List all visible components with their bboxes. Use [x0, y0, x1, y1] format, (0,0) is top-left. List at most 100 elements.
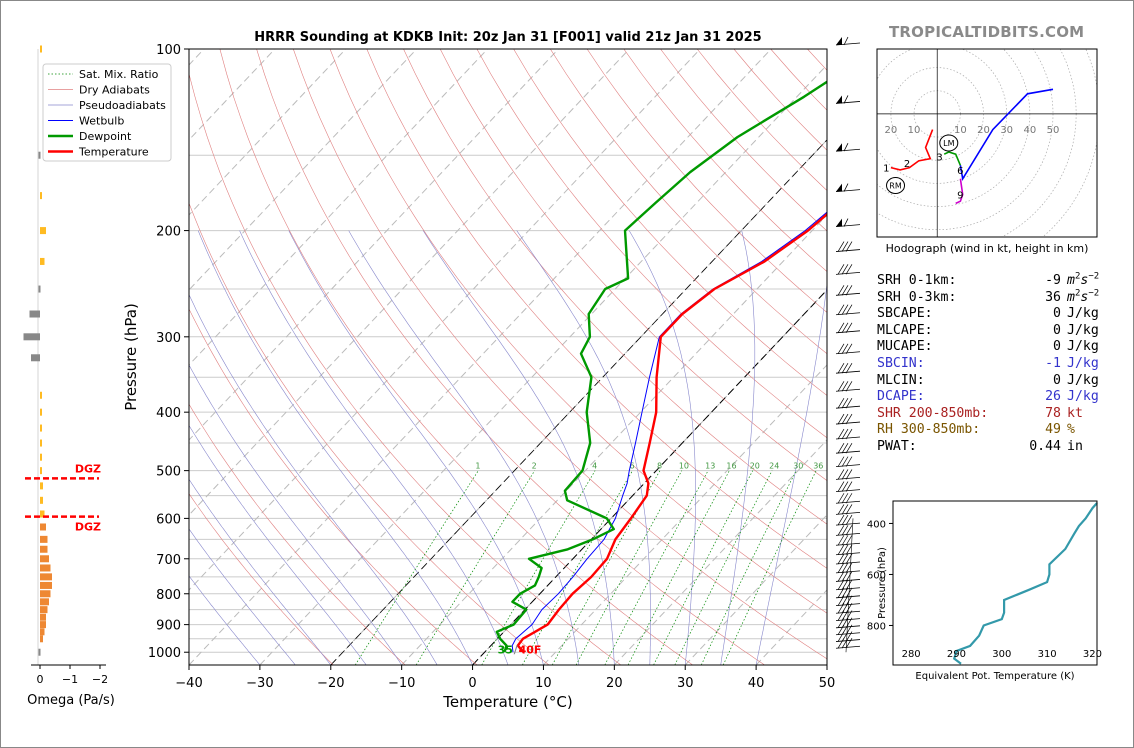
hodograph-caption: Hodograph (wind in kt, height in km)	[886, 242, 1089, 255]
wind-barb-feather	[841, 381, 849, 392]
index-label: PWAT:	[877, 439, 917, 454]
dry-adiabat	[219, 49, 693, 665]
hodograph-frame	[876, 48, 1098, 238]
wind-barb-feather	[841, 579, 849, 590]
wind-barb	[835, 322, 861, 334]
wind-barb-feather	[837, 241, 845, 252]
index-unit-part: −2	[1088, 271, 1100, 282]
index-row: MLCIN: 0 J/kg	[877, 373, 1099, 389]
wind-barb-feather	[841, 514, 849, 526]
wind-barb-staff	[835, 464, 861, 468]
wind-barb-column	[845, 518, 854, 653]
index-label: MUCAPE:	[877, 339, 933, 355]
index-value: 36	[1045, 289, 1061, 305]
omega-bar	[40, 192, 42, 200]
wind-barb-feather	[845, 562, 853, 574]
index-value: 0	[1053, 339, 1061, 355]
wind-barb-feather	[845, 322, 853, 333]
wind-barb	[835, 381, 861, 392]
omega-bar	[31, 354, 40, 362]
wind-barb-feather	[837, 571, 845, 582]
dry-adiabat	[189, 202, 550, 665]
index-row: RH 300-850mb: 49%	[877, 422, 1097, 438]
wind-barb-pennant	[836, 218, 842, 227]
isotherm-line	[189, 49, 347, 216]
dry-adiabat	[189, 403, 406, 665]
omega-bar	[40, 482, 43, 490]
legend: Sat. Mix. Ratio Dry Adiabats Pseudoadiabat…	[42, 63, 172, 162]
wind-barb-feather	[845, 469, 853, 480]
hodograph-height-label: 6	[957, 166, 963, 177]
pseudoadiabat	[189, 575, 261, 665]
wind-barb-feather	[837, 595, 845, 606]
legend-entry: Sat. Mix. Ratio	[79, 68, 159, 81]
wind-barb	[835, 218, 861, 227]
mixing-ratio-label: 2	[532, 462, 537, 471]
wind-barb-feather	[845, 579, 853, 590]
wind-barb-staff	[835, 450, 861, 454]
index-value: 49	[1045, 422, 1061, 438]
mixing-ratio-line	[354, 470, 479, 665]
omega-axis-label: Omega (Pa/s)	[27, 693, 115, 708]
index-label: SBCAPE:	[877, 306, 933, 322]
omega-bar	[23, 333, 40, 341]
wind-barb-feather	[837, 579, 845, 590]
wind-barb-feather	[841, 241, 849, 252]
mixing-ratio-line	[653, 470, 754, 665]
omega-x-tick-label: 0	[37, 673, 44, 686]
omega-x-tick-label: −1	[62, 673, 78, 686]
index-value: 0.44	[1029, 439, 1061, 454]
x-tick-label: 30	[677, 676, 694, 691]
x-tick-label: −40	[175, 676, 202, 691]
y-tick-label: 900	[156, 619, 181, 634]
isotherm-line	[189, 49, 559, 441]
pseudoadiabat	[189, 364, 402, 665]
omega-bar	[40, 257, 45, 265]
mixing-ratio-line	[551, 470, 661, 665]
mixing-ratio-label: 10	[679, 462, 689, 471]
omega-bar	[40, 573, 52, 581]
index-row: MLCAPE: 0 J/kg	[877, 323, 1099, 339]
legend-entry: Dry Adiabats	[79, 84, 150, 97]
dry-adiabat	[366, 49, 827, 569]
pseudoadiabat	[348, 230, 580, 665]
dry-adiabat	[550, 49, 827, 355]
wind-barb-pennant	[836, 143, 842, 152]
wind-barb-staff	[835, 312, 861, 316]
wind-barb-feather	[845, 428, 853, 440]
wind-barb	[835, 579, 861, 591]
wind-barb	[835, 544, 861, 556]
x-tick-label: 0	[468, 676, 476, 691]
mixing-ratio-label: 16	[726, 462, 736, 471]
index-unit-part: 2	[1074, 271, 1081, 282]
wind-barb-feather	[841, 397, 849, 409]
wind-barb-feather	[837, 624, 845, 635]
wind-barb	[835, 428, 861, 440]
wind-barb-pennant	[836, 95, 842, 104]
hodograph-segment	[890, 129, 934, 171]
wind-barb	[835, 241, 861, 252]
hodograph-height-label: 9	[957, 190, 963, 201]
pseudoadiabat	[288, 230, 544, 665]
theta-e-x-label: Equivalent Pot. Temperature (K)	[915, 671, 1074, 682]
storm-motion-label: RM	[889, 182, 902, 191]
omega-bar	[40, 628, 45, 636]
index-unit: J/kg	[1067, 389, 1099, 405]
wind-barb-staff	[835, 632, 861, 636]
theta-e-frame	[892, 500, 1098, 666]
index-unit-part: m	[1067, 289, 1075, 305]
omega-bar	[40, 391, 42, 399]
hodograph-height-label: 3	[936, 152, 942, 163]
wind-barb-feather	[837, 553, 845, 565]
wind-barb-feather	[837, 617, 845, 628]
theta-e-x-tick-label: 310	[1038, 649, 1057, 660]
mixing-ratio-label: 24	[769, 462, 779, 471]
brand-watermark: TROPICALTIDBITS.COM	[889, 23, 1085, 41]
index-unit-part: 2	[1074, 288, 1081, 299]
omega-bar	[40, 545, 48, 553]
wind-barb-staff	[835, 645, 861, 649]
hodograph-ring-label: 10	[954, 125, 967, 136]
wind-barb-feather	[837, 514, 845, 526]
index-label: RH 300-850mb:	[877, 422, 981, 438]
